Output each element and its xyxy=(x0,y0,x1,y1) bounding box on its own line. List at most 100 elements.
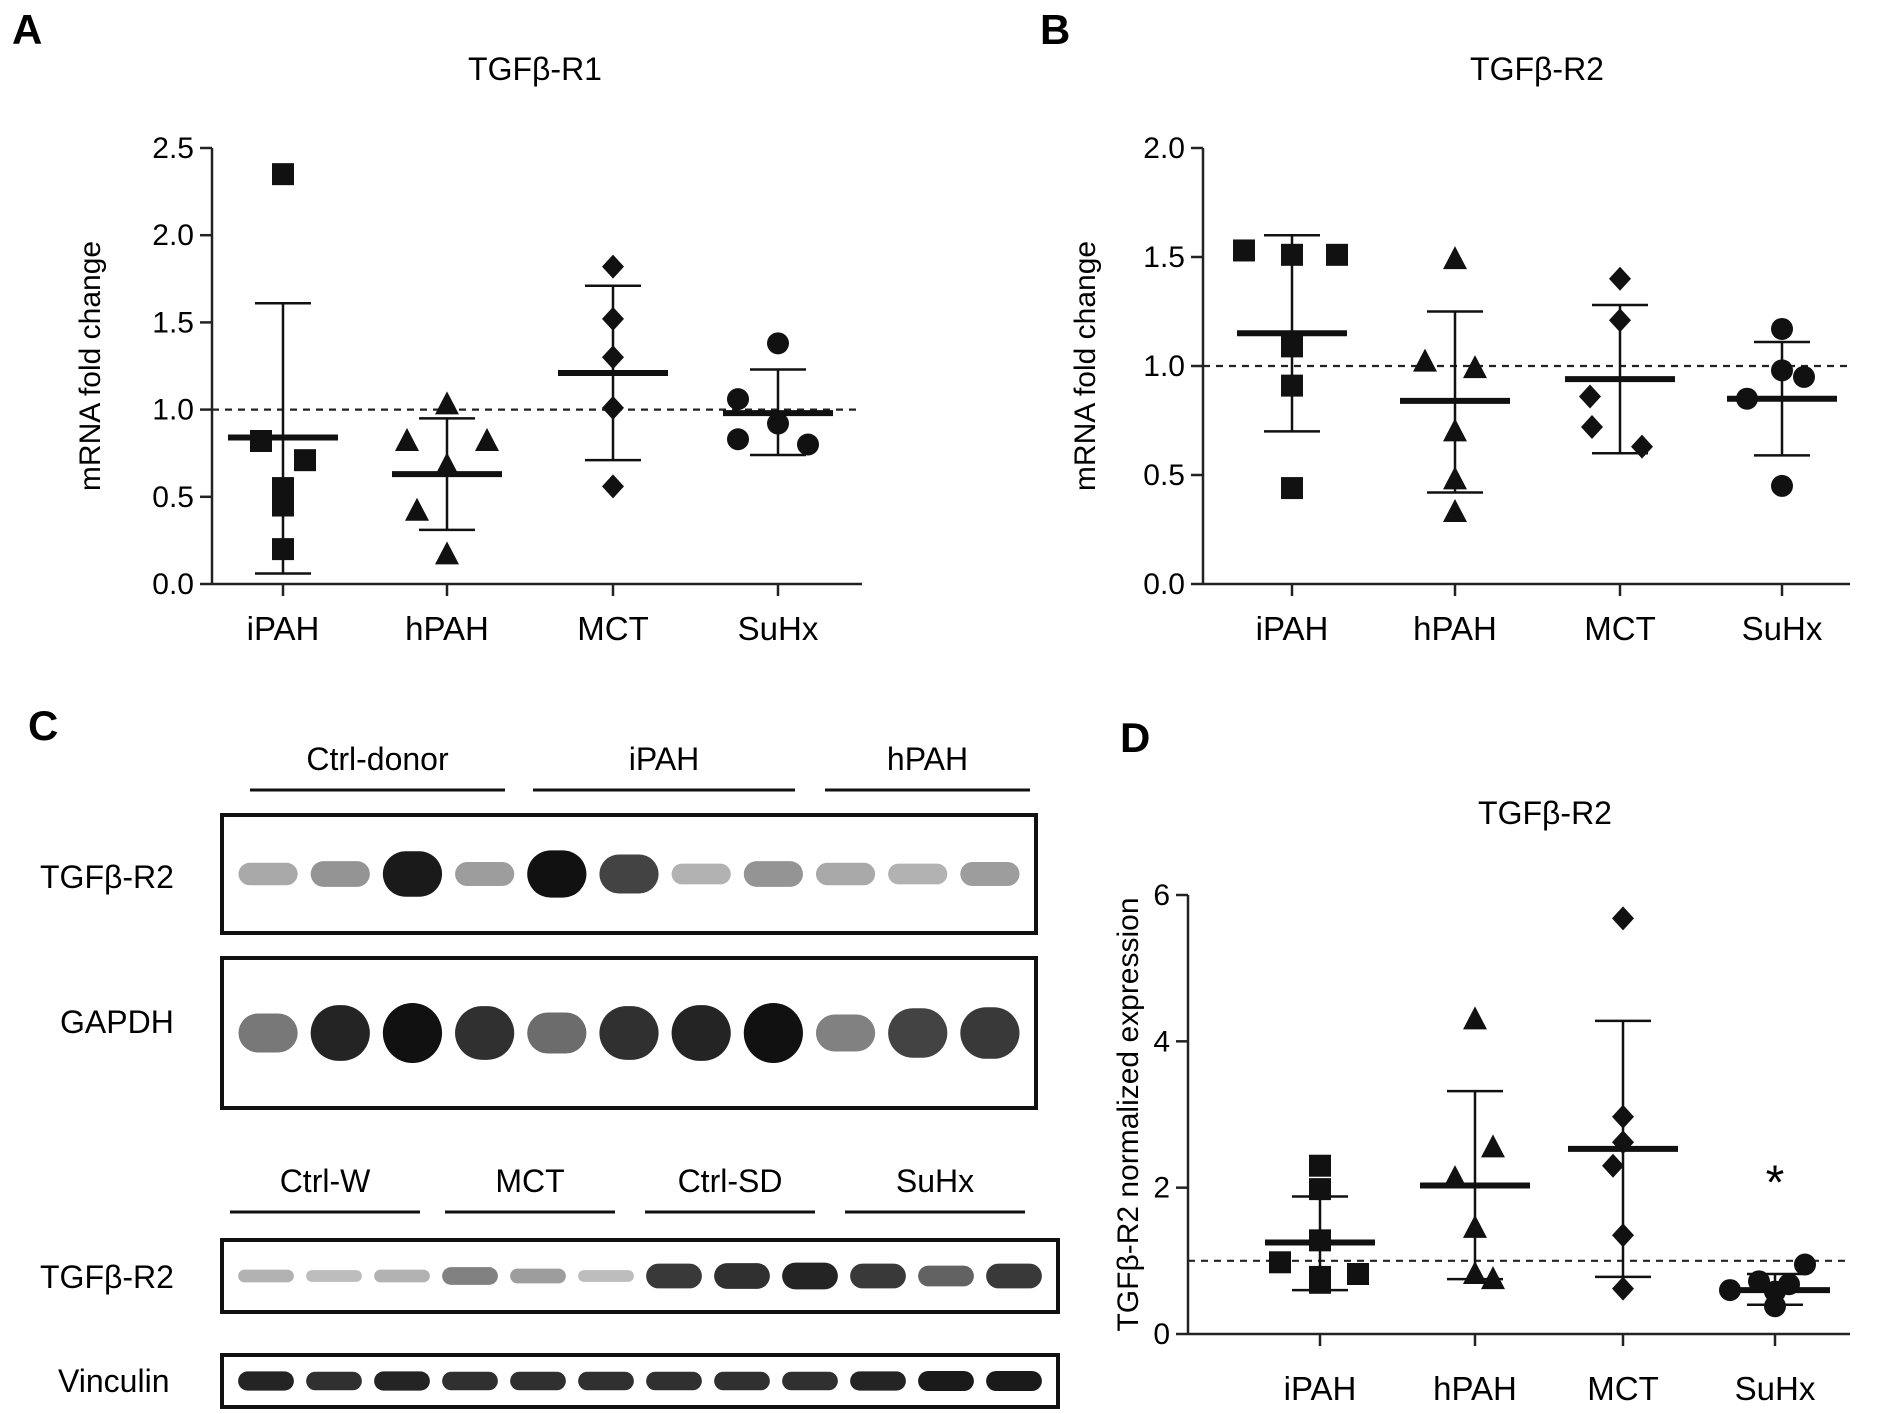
data-point-suhx xyxy=(767,412,789,435)
data-point-mct xyxy=(1602,1153,1624,1178)
data-point-ipah xyxy=(272,477,294,500)
data-point-mct xyxy=(1612,906,1634,931)
blot-band xyxy=(442,1371,498,1391)
blot-group-label-ctrl-donor: Ctrl-donor xyxy=(306,741,449,777)
data-point-ipah xyxy=(250,429,272,452)
data-point-hpah xyxy=(395,427,419,451)
western-blot-top: Ctrl-donor iPAH hPAH TGFβ-R2 GAPDH xyxy=(40,741,1038,1110)
data-point-mct xyxy=(1581,415,1603,440)
data-point-hpah xyxy=(1463,355,1487,379)
data-point-suhx xyxy=(767,332,789,355)
blot-band xyxy=(671,1005,731,1061)
data-point-ipah xyxy=(1269,1251,1291,1274)
data-point-ipah xyxy=(1281,243,1303,266)
chart-b-tgfb-r2: TGFβ-R2 0.0 0.5 1.0 1.5 2.0 mRNA fold change iP… xyxy=(1069,51,1850,647)
data-point-ipah xyxy=(272,494,294,517)
blot-band xyxy=(455,861,515,887)
blot-band xyxy=(986,1370,1042,1392)
y-axis-label: mRNA fold change xyxy=(1069,241,1102,491)
data-point-mct xyxy=(1612,1223,1634,1248)
data-point-suhx xyxy=(1794,1253,1816,1276)
data-point-hpah xyxy=(1463,1214,1487,1238)
data-point-mct xyxy=(1612,1276,1634,1301)
blot-group-label-ctrl-sd: Ctrl-SD xyxy=(678,1163,783,1199)
blot-band xyxy=(599,854,659,894)
data-point-hpah xyxy=(1413,348,1437,372)
blot-band xyxy=(850,1371,906,1391)
x-tick-label-hpah: hPAH xyxy=(405,610,489,647)
y-tick-label: 1.5 xyxy=(152,306,194,339)
blot-band xyxy=(888,863,948,885)
blot-band xyxy=(850,1263,906,1289)
western-blot-bottom: Ctrl-W MCT Ctrl-SD SuHx TGFβ-R2 Vinculin xyxy=(40,1163,1060,1409)
blot-band xyxy=(510,1268,566,1284)
y-tick-label: 0 xyxy=(1153,1318,1170,1351)
data-point-suhx xyxy=(1719,1279,1741,1302)
data-point-hpah xyxy=(1463,1261,1487,1285)
blot-band xyxy=(782,1371,838,1391)
x-tick-label-ipah: iPAH xyxy=(1256,610,1329,647)
data-point-mct xyxy=(1609,308,1631,333)
blot-group-label-ctrl-w: Ctrl-W xyxy=(280,1163,371,1199)
data-point-hpah xyxy=(1481,1134,1505,1158)
data-point-suhx xyxy=(1764,1295,1786,1318)
blot-band xyxy=(888,1008,948,1058)
blot-row-label: TGFβ-R2 xyxy=(40,859,174,895)
x-tick-label-ipah: iPAH xyxy=(1284,1370,1357,1407)
chart-a-tgfb-r1: TGFβ-R1 0.0 0.5 1.0 1.5 2.0 2.5 mRNA fold chang… xyxy=(74,51,862,647)
blot-band xyxy=(671,863,731,885)
data-point-hpah xyxy=(1443,418,1467,442)
x-tick-label-mct: MCT xyxy=(1584,610,1655,647)
x-tick-label-hpah: hPAH xyxy=(1433,1370,1517,1407)
y-tick-label: 6 xyxy=(1153,879,1170,912)
data-point-suhx xyxy=(1771,474,1793,497)
y-tick-label: 0.5 xyxy=(1143,459,1185,492)
y-axis-label: TGFβ-R2 normalized expression xyxy=(1112,897,1145,1331)
y-tick-label: 1.0 xyxy=(152,394,194,427)
data-point-hpah xyxy=(435,541,459,565)
data-point-mct xyxy=(602,474,624,499)
data-point-hpah xyxy=(405,497,429,521)
blot-band xyxy=(918,1370,974,1392)
blot-band xyxy=(455,1006,515,1060)
data-point-mct xyxy=(1631,434,1653,459)
data-point-suhx xyxy=(727,388,749,411)
blot-band xyxy=(238,1371,294,1391)
significance-asterisk: * xyxy=(1766,1157,1785,1210)
data-point-ipah xyxy=(1233,239,1255,262)
data-point-mct xyxy=(1579,384,1601,409)
y-tick-label: 2.0 xyxy=(152,219,194,252)
chart-title: TGFβ-R2 xyxy=(1478,795,1612,831)
chart-title: TGFβ-R2 xyxy=(1470,51,1604,87)
data-point-mct xyxy=(602,395,624,420)
blot-band xyxy=(510,1371,566,1391)
data-point-suhx xyxy=(1793,365,1815,388)
y-tick-label: 2.0 xyxy=(1143,132,1185,165)
blot-band xyxy=(782,1262,838,1290)
blot-band xyxy=(815,1014,876,1052)
blot-band xyxy=(918,1265,974,1287)
y-tick-label: 0.5 xyxy=(152,481,194,514)
x-tick-label-suhx: SuHx xyxy=(1742,610,1823,647)
x-tick-label-mct: MCT xyxy=(577,610,648,647)
y-axis-label: mRNA fold change xyxy=(74,241,107,491)
blot-band xyxy=(960,861,1020,887)
panel-letter-b: B xyxy=(1040,6,1070,53)
blot-band xyxy=(382,1003,443,1063)
y-tick-label: 1.0 xyxy=(1143,350,1185,383)
blot-band xyxy=(374,1371,430,1391)
data-point-hpah xyxy=(435,452,459,476)
panel-letter-c: C xyxy=(28,702,58,749)
data-point-ipah xyxy=(272,163,294,186)
data-point-ipah xyxy=(1281,374,1303,397)
data-point-suhx xyxy=(1771,359,1793,382)
x-tick-label-suhx: SuHx xyxy=(738,610,819,647)
blot-band xyxy=(743,861,803,887)
blot-band xyxy=(310,1005,370,1061)
blot-row-label: GAPDH xyxy=(60,1004,174,1040)
blot-group-label-hpah: hPAH xyxy=(887,741,968,777)
blot-band xyxy=(527,850,587,898)
blot-band xyxy=(382,851,443,897)
